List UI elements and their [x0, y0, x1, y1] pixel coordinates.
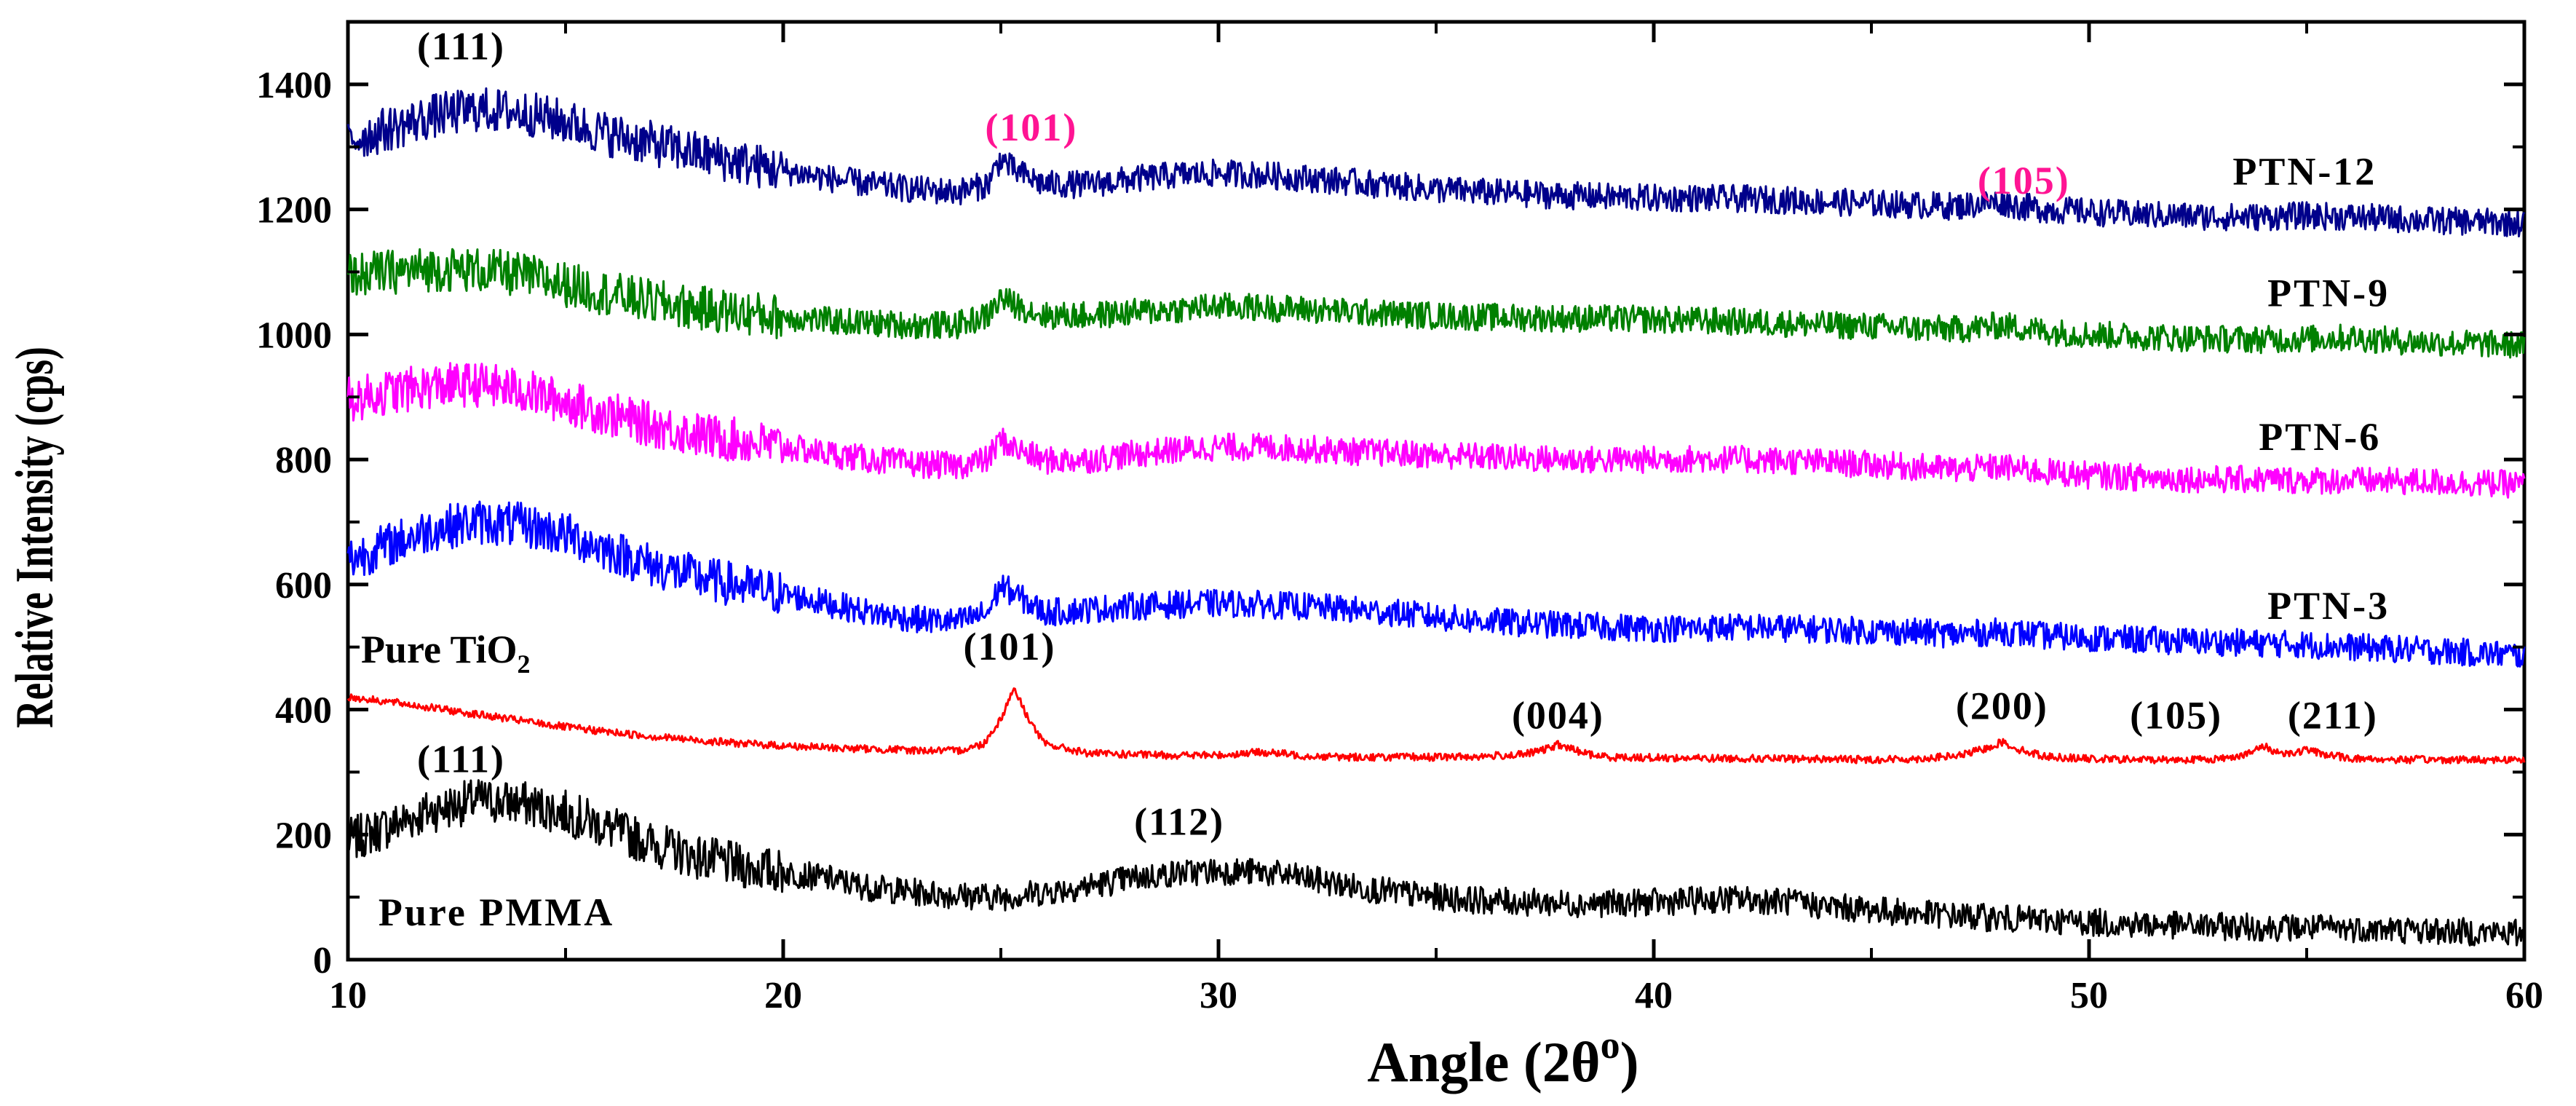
peak-annotation: (200) — [1956, 684, 2048, 727]
series-lines — [346, 87, 2526, 947]
x-tick-label: 20 — [764, 975, 802, 1016]
y-tick-label: 400 — [275, 690, 332, 732]
curve-label-pure-tio2: Pure TiO2 — [361, 628, 531, 679]
x-axis-title-superscript: o — [1601, 1023, 1620, 1067]
peak-annotation: (004) — [1512, 693, 1604, 737]
x-tick-label: 60 — [2505, 975, 2543, 1016]
y-axis-title: Relative Intensity (cps) — [5, 347, 64, 728]
x-axis-title-main: Angle (2θ — [1367, 1030, 1600, 1094]
peak-annotation: (101) — [963, 625, 1055, 668]
series-line-ptn-6 — [346, 362, 2526, 499]
peak-annotation: (211) — [2288, 693, 2378, 737]
y-tick-label: 0 — [313, 940, 332, 981]
series-line-pure-pmma — [346, 779, 2526, 947]
curve-label-pure-pmma: Pure PMMA — [379, 890, 614, 934]
curve-label-ptn-3: PTN-3 — [2267, 584, 2390, 628]
peak-annotation: (105) — [1978, 159, 2070, 202]
curve-labels: Pure PMMA PTN-3 PTN-6 PTN-9 PTN-12 Pure TiO2 — [361, 149, 2390, 934]
peak-annotation: (111) — [417, 737, 505, 781]
peak-annotation: (101) — [985, 106, 1077, 149]
curve-label-ptn-12: PTN-12 — [2232, 149, 2377, 193]
y-tick-label: 600 — [275, 565, 332, 607]
series-line-ptn-3 — [346, 500, 2526, 668]
x-tick-label: 50 — [2070, 975, 2108, 1016]
y-tick-label: 800 — [275, 440, 332, 481]
peak-annotation: (111) — [417, 25, 505, 68]
curve-label-ptn-6: PTN-6 — [2259, 415, 2381, 459]
series-line-ptn-12 — [346, 87, 2526, 237]
curve-label-pure-tio2-subscript: 2 — [518, 649, 531, 679]
peak-annotation: (105) — [2130, 693, 2222, 737]
series-line-ptn-9 — [346, 248, 2526, 359]
curve-label-pure-tio2-main: Pure TiO — [361, 628, 518, 671]
x-axis-title: Angle (2θo) — [1367, 1023, 1638, 1094]
x-tick-label: 30 — [1200, 975, 1237, 1016]
y-tick-label: 1000 — [256, 315, 332, 356]
series-line-pure-tio2 — [346, 687, 2526, 765]
y-tick-label: 1400 — [256, 65, 332, 106]
y-tick-label: 1200 — [256, 190, 332, 232]
peak-annotations: (111) (101) (105) (101) (004) (200) (105) (211)… — [417, 25, 2378, 844]
peak-annotation: (112) — [1134, 799, 1224, 843]
x-axis-title-close: ) — [1620, 1030, 1639, 1094]
curve-label-ptn-9: PTN-9 — [2267, 272, 2390, 315]
x-tick-label: 40 — [1635, 975, 1673, 1016]
y-tick-label: 200 — [275, 815, 332, 856]
axes: 0 200 400 600 800 1000 1200 1400 10 20 30 40 50 60 — [256, 20, 2543, 1016]
x-tick-label: 10 — [329, 975, 367, 1016]
